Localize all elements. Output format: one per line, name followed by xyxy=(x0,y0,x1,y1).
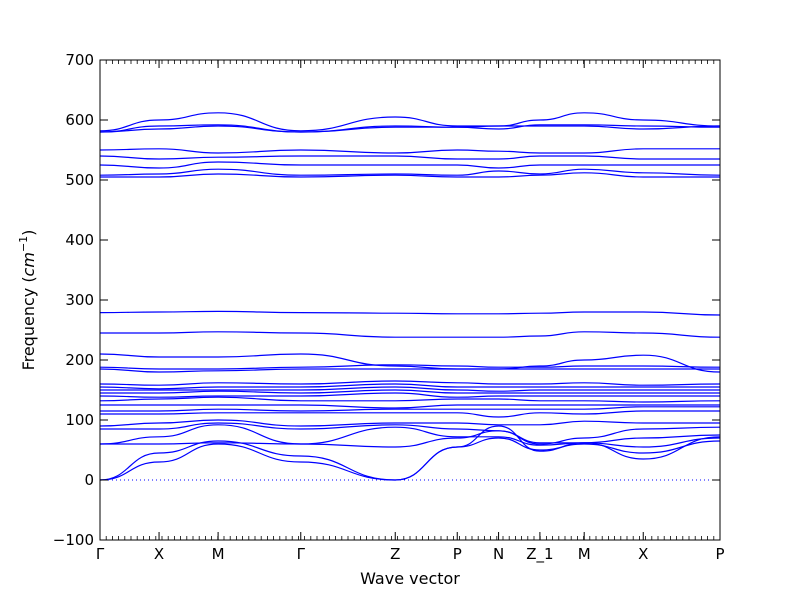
phonon-branch-8 xyxy=(99,406,720,412)
x-tick-label-5: P xyxy=(453,545,462,563)
phonon-branch-25 xyxy=(99,148,720,154)
phonon-branch-4 xyxy=(99,424,721,446)
phonon-branch-12 xyxy=(100,389,720,394)
y-ticks: −100 0 100 200 300 400 500 600 700 xyxy=(53,51,720,549)
phonon-branch-14 xyxy=(99,383,720,390)
phonon-branch-18 xyxy=(99,353,721,373)
phonon-branch-6 xyxy=(99,419,720,427)
x-tick-label-3: Γ xyxy=(297,545,306,563)
phonon-branch-17 xyxy=(99,364,721,370)
x-tick-label-6: N xyxy=(493,545,504,563)
x-tick-label-10: P xyxy=(715,545,724,563)
series-group xyxy=(99,112,721,481)
phonon-branch-3 xyxy=(100,430,721,460)
phonon-branch-9 xyxy=(100,404,720,409)
x-tick-label-7: Z_1 xyxy=(526,545,553,564)
x-tick-label-0: Γ xyxy=(96,545,105,563)
y-tick-label-1: 0 xyxy=(84,471,94,489)
phonon-branch-23 xyxy=(99,161,720,169)
y-tick-label-6: 500 xyxy=(65,171,94,189)
y-tick-label-5: 400 xyxy=(65,231,94,249)
phonon-branch-13 xyxy=(100,386,720,392)
plot-background xyxy=(100,60,720,540)
x-tick-label-9: X xyxy=(638,545,648,563)
x-tick-label-8: M xyxy=(578,545,591,563)
phonon-branch-27 xyxy=(99,124,721,133)
phonon-branch-7 xyxy=(99,410,720,418)
x-axis-label: Wave vector xyxy=(360,569,460,588)
phonon-branch-21 xyxy=(99,172,720,178)
x-minor-ticks xyxy=(99,60,721,540)
y-tick-label-3: 200 xyxy=(65,351,94,369)
y-tick-label-2: 100 xyxy=(65,411,94,429)
x-ticks: Γ X M Γ Z P N Z_1 M X P xyxy=(96,60,725,564)
phonon-branch-24 xyxy=(99,155,720,160)
x-tick-label-4: Z xyxy=(390,545,400,563)
x-tick-label-2: M xyxy=(212,545,225,563)
y-tick-label-7: 600 xyxy=(65,111,94,129)
phonon-branch-20 xyxy=(99,310,721,316)
y-axis-label: Frequency (cm−1) xyxy=(17,230,38,371)
y-tick-label-0: −100 xyxy=(53,531,94,549)
x-tick-label-1: X xyxy=(154,545,164,563)
phonon-branch-5 xyxy=(99,422,721,445)
phonon-branch-22 xyxy=(99,168,721,176)
y-tick-label-4: 300 xyxy=(65,291,94,309)
phonon-branch-15 xyxy=(99,380,721,386)
phonon-branch-19 xyxy=(99,331,721,338)
phonon-branch-28 xyxy=(99,112,721,132)
y-tick-label-8: 700 xyxy=(65,51,94,69)
phonon-branch-11 xyxy=(99,392,720,398)
phonon-branch-2 xyxy=(99,425,721,481)
phonon-branch-10 xyxy=(99,396,721,403)
